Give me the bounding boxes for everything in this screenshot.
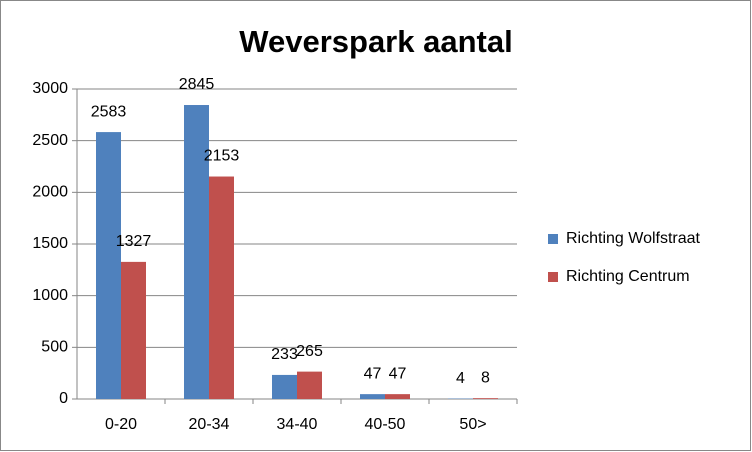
y-tick-label: 0 (59, 390, 68, 407)
legend-label: Richting Centrum (566, 268, 690, 285)
x-tick-label: 40-50 (365, 416, 406, 433)
data-label: 233 (271, 346, 298, 363)
y-tick-label: 1000 (32, 287, 68, 304)
data-label: 8 (481, 369, 490, 386)
x-tick-label: 0-20 (105, 416, 137, 433)
bar (272, 374, 297, 399)
y-tick-label: 2000 (32, 184, 68, 201)
legend-swatch (548, 272, 558, 282)
x-tick-label: 20-34 (189, 416, 230, 433)
y-tick-label: 3000 (32, 80, 68, 97)
data-label: 2845 (179, 76, 215, 93)
x-tick-label: 34-40 (277, 416, 318, 433)
x-tick-label: 50> (459, 416, 486, 433)
bar (360, 394, 385, 399)
bar (297, 371, 322, 399)
data-label: 4 (456, 370, 465, 387)
data-label: 1327 (116, 233, 152, 250)
bar (385, 394, 410, 399)
bar (96, 132, 121, 399)
bar (209, 176, 234, 399)
y-tick-label: 500 (41, 339, 68, 356)
data-label: 47 (364, 365, 382, 382)
data-label: 2153 (204, 148, 240, 165)
legend-label: Richting Wolfstraat (566, 230, 701, 247)
bar (121, 261, 146, 399)
y-tick-label: 1500 (32, 235, 68, 252)
legend-swatch (548, 234, 558, 244)
data-label: 47 (389, 365, 407, 382)
y-tick-label: 2500 (32, 132, 68, 149)
bar (184, 105, 209, 400)
bar (473, 398, 498, 399)
data-label: 2583 (91, 103, 127, 120)
data-label: 265 (296, 343, 323, 360)
chart-title: Weverspark aantal (239, 24, 512, 59)
